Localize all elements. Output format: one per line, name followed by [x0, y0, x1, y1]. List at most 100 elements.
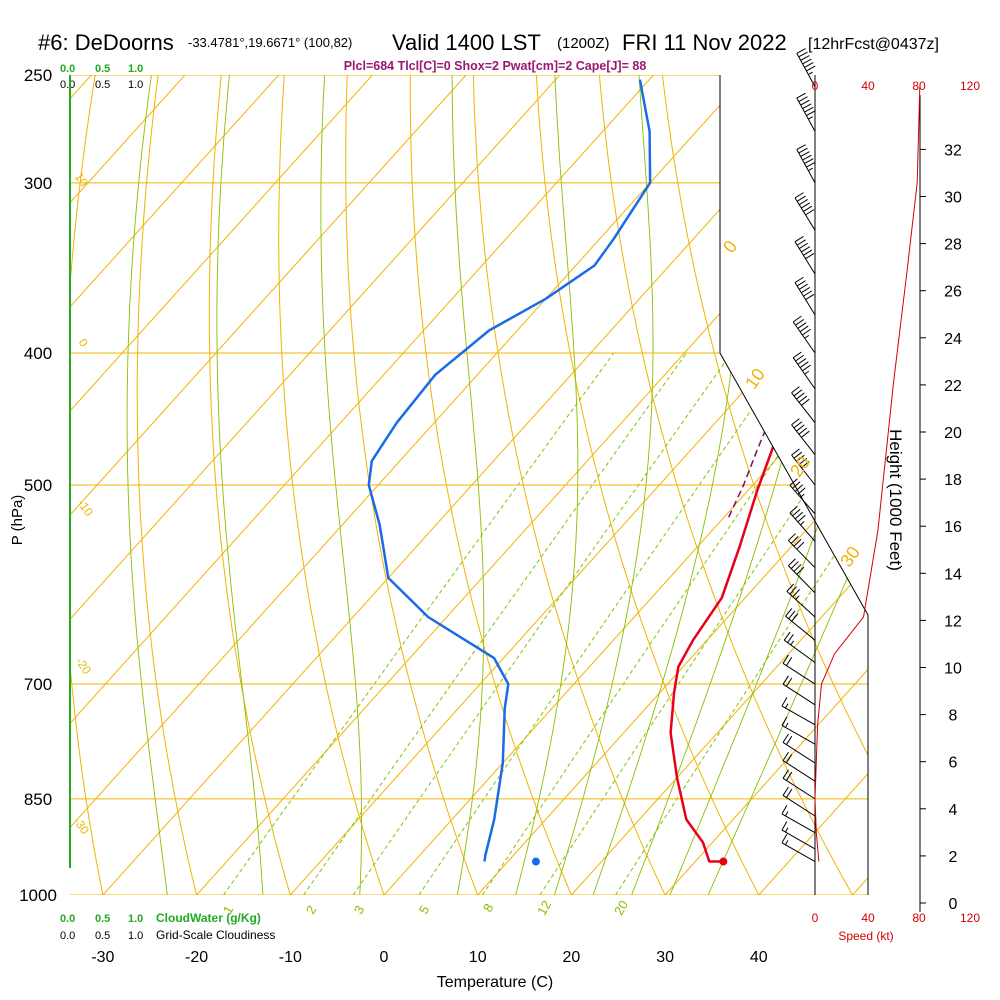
dry-adiabat-label: 10 [741, 365, 769, 393]
wind-barb-staff [781, 705, 816, 726]
wind-barb-staff [782, 760, 816, 782]
wind-barb-flag [806, 65, 816, 72]
temperature-axis-label: Temperature (C) [437, 974, 553, 991]
dry-adiabat-line [659, 75, 868, 895]
wind-barb-half-flag [790, 640, 795, 646]
wind-barb-flag [799, 325, 809, 333]
wind-barb-flag [782, 675, 789, 685]
wind-barb-flag [798, 427, 808, 435]
moist-adiabat-label: 0 [76, 336, 91, 350]
wind-speed-profile-line [814, 86, 921, 862]
height-tick-label: 4 [949, 802, 958, 819]
wind-barb-staff [796, 53, 816, 87]
wind-barb [796, 144, 816, 184]
wind-barb-flag [801, 461, 810, 469]
wind-barb-flag [802, 154, 812, 161]
wind-barb-staff [791, 454, 816, 486]
temperature-tick-label: 10 [469, 949, 487, 966]
wind-barb [782, 786, 816, 817]
bottom-cloud-tick-1: 0.5 [95, 930, 110, 942]
dry-adiabat-line [208, 75, 300, 895]
dry-adiabat-label: 20 [786, 453, 814, 481]
wind-barb-flag [785, 608, 793, 617]
wind-barb-half-flag [800, 521, 805, 526]
wind-barb-flag [798, 242, 808, 249]
height-tick-label: 14 [944, 566, 962, 583]
wind-barb-flag [785, 788, 793, 798]
isotherm-line [451, 75, 868, 895]
mixing-ratio-label: 5 [416, 903, 433, 917]
wind-barb-staff [794, 197, 816, 231]
moist-adiabat-label: -10 [75, 497, 97, 520]
wind-barb-flag [796, 454, 805, 462]
wind-barb-half-flag [804, 370, 810, 375]
wind-barb-flag [781, 804, 788, 815]
wind-barb-flag [782, 733, 789, 743]
top-cw-tick-1: 0.5 [95, 63, 110, 75]
wind-barb-flag [793, 451, 803, 459]
speed-tick-bottom-40: 40 [861, 911, 875, 925]
cloudiness-legend-label: Grid-Scale Cloudiness [156, 928, 275, 942]
moist-adiabat-line [320, 75, 363, 895]
moist-adiabat-line [657, 75, 868, 895]
isotherm-line [76, 75, 864, 895]
pressure-tick-label: 250 [24, 66, 52, 85]
wind-barb-flag [794, 276, 804, 283]
isotherm-line [0, 51, 19, 924]
isotherm-line [70, 75, 301, 895]
isotherm-line [263, 75, 868, 895]
mixing-ratio-label: 20 [611, 898, 631, 918]
wind-barb [791, 418, 816, 455]
wind-barb-flag [792, 481, 801, 489]
moist-adiabat-line [694, 75, 868, 895]
wind-barb-staff [789, 484, 816, 515]
wind-barb [791, 386, 816, 423]
mixing-ratio-line [539, 352, 868, 895]
wind-barb-half-flag [785, 827, 789, 833]
wind-barb [796, 92, 816, 132]
isotherm-line [826, 75, 868, 895]
mixing-ratio-line [352, 352, 732, 895]
pressure-tick-label: 850 [24, 790, 52, 809]
dry-adiabat-line [971, 51, 1000, 924]
wind-barb-staff [781, 725, 816, 745]
wind-barb-flag [796, 541, 805, 550]
wind-barb-staff [782, 663, 816, 685]
wind-barb-staff [788, 565, 816, 594]
valid-zulu: (1200Z) [557, 35, 610, 52]
wind-barb [796, 48, 816, 87]
wind-barb-flag [797, 358, 807, 365]
wind-barb-flag [796, 195, 806, 202]
isotherm-line [357, 75, 868, 895]
height-tick-label: 26 [944, 284, 962, 301]
height-tick-label: 22 [944, 378, 962, 395]
wind-barb-flag [793, 389, 803, 397]
isotherm-line [545, 75, 868, 895]
wind-barb-flag [796, 280, 806, 287]
dewpoint-profile-line [367, 79, 652, 862]
wind-barb-flag [798, 395, 808, 403]
wind-barb-staff [791, 424, 816, 455]
wind-barb-half-flag [808, 71, 813, 75]
wind-barb-flag [787, 634, 794, 643]
bottom-cw-tick-1: 0.5 [95, 913, 110, 925]
wind-barb-flag [804, 62, 814, 68]
wind-barb-flag [790, 536, 799, 544]
station-name: #6: DeDoorns [38, 30, 174, 55]
temperature-tick-label: 0 [380, 949, 389, 966]
top-cloud-tick-1: 0.5 [95, 79, 110, 91]
wind-barb-flag [785, 754, 793, 764]
moist-adiabat-line [126, 75, 172, 895]
wind-barb-flag [792, 315, 802, 323]
speed-tick-top-40: 40 [861, 79, 875, 93]
wind-barb-flag [792, 508, 801, 517]
isotherm-line [638, 75, 868, 895]
top-cw-tick-0: 0.0 [60, 63, 75, 75]
temperature-tick-label: 30 [656, 949, 674, 966]
surface-temperature-point [719, 857, 728, 866]
wind-barb-staff [782, 742, 816, 764]
pressure-tick-label: 700 [24, 675, 52, 694]
mixing-ratio-line [223, 352, 615, 895]
isotherm-line [70, 75, 676, 895]
